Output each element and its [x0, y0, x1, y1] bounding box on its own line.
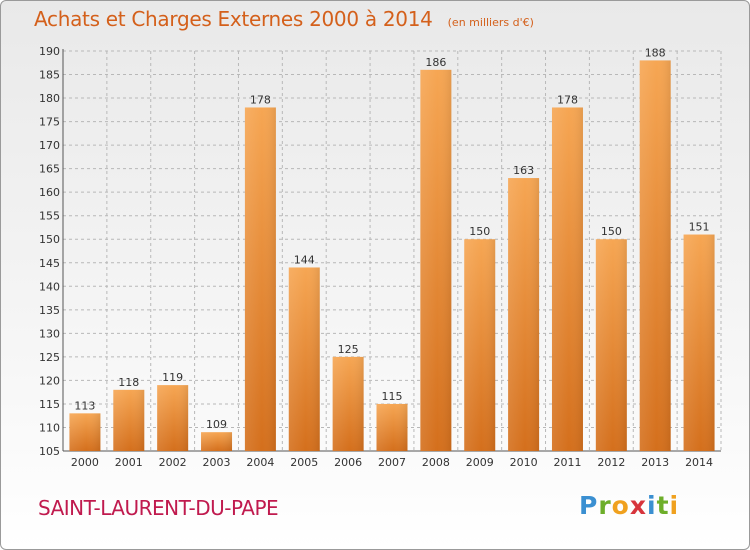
y-tick-label: 120	[39, 374, 60, 387]
bar-shade	[595, 239, 627, 451]
bar-shade	[683, 234, 715, 451]
y-tick-label: 115	[39, 398, 60, 411]
logo-letter: P	[579, 491, 599, 520]
data-label: 163	[513, 164, 534, 177]
y-tick-label: 160	[39, 186, 60, 199]
x-tick-label: 2011	[553, 456, 581, 469]
x-tick-label: 2002	[159, 456, 187, 469]
y-tick-label: 150	[39, 233, 60, 246]
y-tick-label: 170	[39, 139, 60, 152]
data-label: 150	[469, 225, 490, 238]
bar-shade	[113, 389, 145, 451]
commune-name: SAINT-LAURENT-DU-PAPE	[38, 496, 279, 520]
y-tick-label: 105	[39, 445, 60, 458]
x-tick-label: 2003	[203, 456, 231, 469]
bar-shade	[464, 239, 496, 451]
y-tick-label: 130	[39, 327, 60, 340]
y-tick-label: 140	[39, 280, 60, 293]
x-tick-label: 2007	[378, 456, 406, 469]
x-tick-label: 2008	[422, 456, 450, 469]
data-label: 151	[689, 221, 710, 234]
y-tick-label: 155	[39, 210, 60, 223]
data-label: 186	[425, 56, 446, 69]
logo-letter: i	[647, 491, 657, 520]
y-tick-label: 145	[39, 257, 60, 270]
logo-letter: t	[656, 491, 670, 520]
x-tick-label: 2001	[115, 456, 143, 469]
data-label: 125	[338, 343, 359, 356]
label-layer: 113 118 119 109 178 144 125 115 186 150 163 178 150 1…	[74, 46, 709, 431]
y-tick-label: 135	[39, 304, 60, 317]
logo-letter: o	[611, 491, 630, 520]
logo-letter: x	[629, 491, 647, 520]
bar-shade	[508, 178, 540, 451]
y-tick-label: 185	[39, 69, 60, 82]
data-label: 115	[382, 390, 403, 403]
title-row: Achats et Charges Externes 2000 à 2014 (…	[34, 7, 534, 31]
data-label: 178	[557, 93, 578, 106]
data-label: 150	[601, 225, 622, 238]
bar-shade	[244, 107, 276, 452]
data-label: 178	[250, 93, 271, 106]
logo-letter: r	[598, 491, 612, 520]
y-tick-label: 180	[39, 92, 60, 105]
x-tick-label: 2012	[597, 456, 625, 469]
x-tick-label: 2006	[334, 456, 362, 469]
x-tick-label: 2013	[641, 456, 669, 469]
bar-shade	[376, 403, 408, 451]
proxiti-logo: Proxiti	[579, 491, 679, 520]
y-tick-label: 125	[39, 351, 60, 364]
bar-shade	[551, 107, 583, 452]
data-label: 118	[118, 376, 139, 389]
data-label: 144	[294, 253, 315, 266]
logo-letter: i	[669, 491, 680, 520]
bar-shade	[69, 413, 101, 451]
x-tick-label: 2004	[246, 456, 274, 469]
y-tick-label: 110	[39, 421, 60, 434]
bar-shade	[639, 60, 671, 451]
bar-shade	[201, 432, 233, 451]
x-tick-label: 2014	[685, 456, 713, 469]
y-tick-label: 175	[39, 116, 60, 129]
data-label: 109	[206, 418, 227, 431]
bar-layer	[69, 60, 715, 452]
chart-title: Achats et Charges Externes 2000 à 2014	[34, 7, 433, 31]
x-tick-label: 2000	[71, 456, 99, 469]
data-label: 119	[162, 371, 183, 384]
x-tick-label: 2005	[290, 456, 318, 469]
x-tick-label: 2010	[510, 456, 538, 469]
data-label: 188	[645, 46, 666, 59]
bar-shade	[157, 385, 189, 451]
unit-label: (en milliers d'€)	[447, 16, 534, 29]
bar-shade	[420, 69, 452, 451]
y-tick-label: 190	[39, 45, 60, 58]
bar-shade	[288, 267, 320, 451]
data-label: 113	[74, 399, 95, 412]
bar-shade	[332, 356, 364, 451]
y-tick-label: 165	[39, 163, 60, 176]
axis-layer: 105 110 115 120 125 130 135 140 145 150 155 160 165 1…	[39, 45, 721, 469]
x-tick-label: 2009	[466, 456, 494, 469]
